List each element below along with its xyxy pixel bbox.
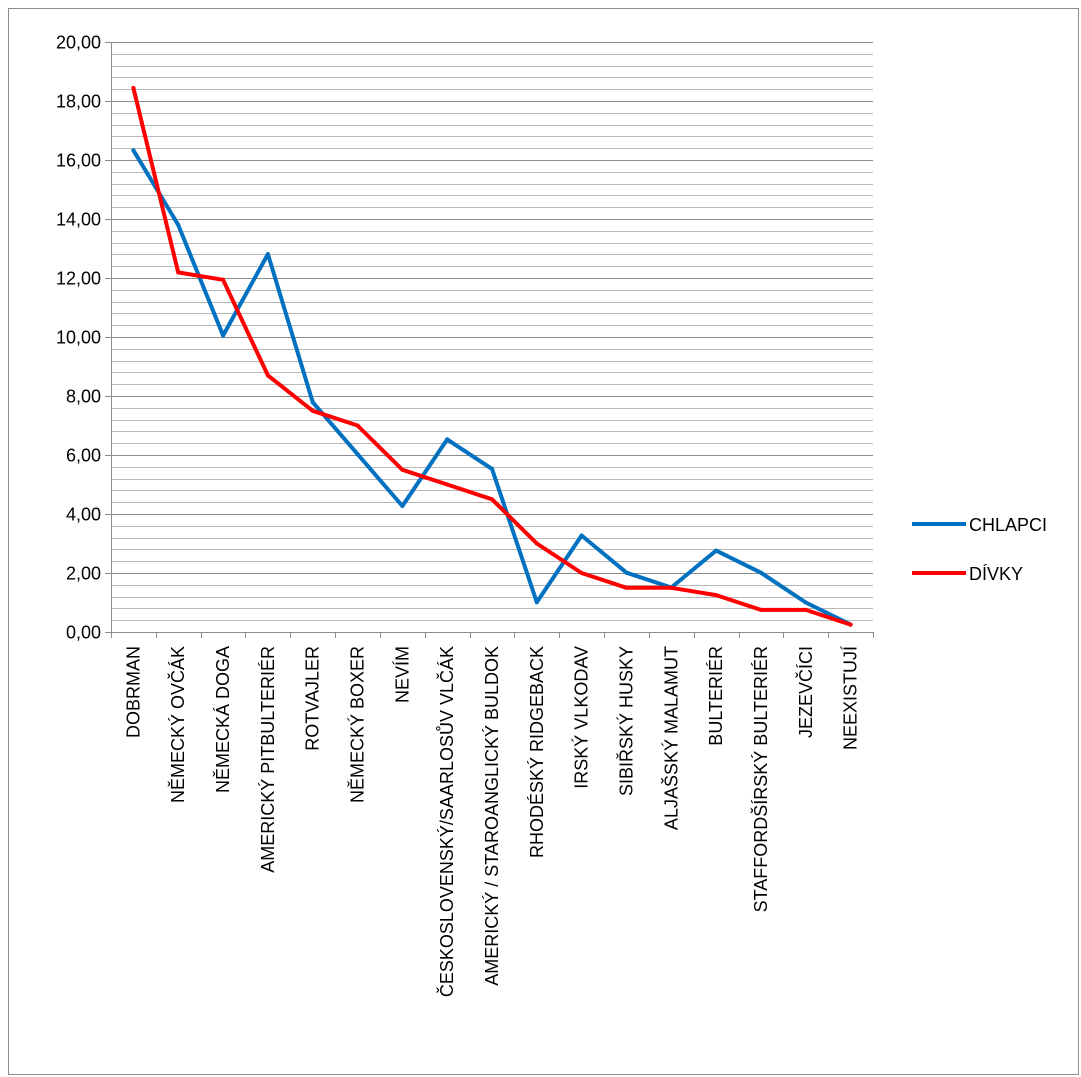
- series-1-point: [579, 533, 584, 538]
- series-1-point: [758, 570, 763, 575]
- y-tick-label: 8,00: [66, 387, 101, 407]
- y-tick-label: 14,00: [56, 210, 101, 230]
- y-tick-label: 2,00: [66, 564, 101, 584]
- series-1-point: [265, 252, 270, 257]
- series-1-point: [355, 452, 360, 457]
- series-2-point: [355, 423, 360, 428]
- legend-label-2: DÍVKY: [969, 564, 1023, 584]
- series-1-point: [131, 148, 136, 153]
- series-1-point: [490, 466, 494, 471]
- series-2-point: [758, 607, 763, 612]
- x-category-label: RHODÉSKÝ RIDGEBACK: [527, 646, 547, 858]
- series-2-point: [714, 593, 719, 598]
- x-category-label: ROTVAJLER: [303, 646, 323, 751]
- x-category-label: IRSKÝ VLKODAV: [572, 646, 592, 789]
- x-category-label: STAFFORDŠÍRSKÝ BULTERIÉR: [750, 646, 771, 912]
- series-1-point: [445, 437, 450, 442]
- x-category-label: NĚMECKÁ DOGA: [213, 646, 233, 793]
- series-line-1: [131, 148, 853, 627]
- series-2-point: [176, 270, 181, 275]
- y-tick-label: 18,00: [56, 92, 101, 112]
- series-2-point: [445, 482, 450, 487]
- series-2-point: [310, 408, 315, 413]
- x-category-label: BULTERIÉR: [706, 646, 726, 746]
- series-2-point: [265, 373, 270, 378]
- series-1-point: [714, 548, 719, 553]
- x-category-label: JEZEVČÍCI: [795, 646, 816, 738]
- x-category-label: DOBRMAN: [123, 646, 143, 738]
- chart-frame: [8, 8, 1079, 1075]
- x-category-label: NĚMECKÝ OVČÁK: [167, 646, 188, 803]
- y-tick-label: 0,00: [66, 623, 101, 643]
- series-2-point: [534, 541, 539, 546]
- series-1-point: [624, 570, 629, 575]
- x-category-label: SIBIŘSKÝ HUSKY: [616, 646, 636, 796]
- series-2-point: [490, 497, 494, 502]
- y-tick-label: 12,00: [56, 269, 101, 289]
- y-tick-label: 20,00: [56, 33, 101, 53]
- series-1-point: [310, 400, 315, 405]
- series-2-point: [624, 585, 629, 590]
- x-category-label: NEVÍM: [392, 646, 412, 703]
- x-category-label: AMERICKÝ PITBULTERIÉR: [258, 646, 278, 873]
- y-tick-label: 6,00: [66, 446, 101, 466]
- series-2-point: [848, 622, 853, 627]
- series-2-point: [221, 277, 226, 282]
- x-category-label: ČESKOSLOVENSKÝ/SAARLOSŮV VLČÁK: [436, 646, 457, 997]
- series-line-2: [131, 86, 853, 627]
- series-1-point: [534, 600, 539, 605]
- y-tick-label: 10,00: [56, 328, 101, 348]
- series-1-point: [400, 504, 405, 508]
- x-category-label: AMERICKÝ / STAROANGLICKÝ BULDOK: [482, 646, 502, 986]
- x-category-label: NĚMECKÝ BOXER: [348, 646, 368, 803]
- series-2-point: [803, 607, 808, 612]
- series-1-point: [803, 600, 808, 605]
- y-tick-label: 4,00: [66, 505, 101, 525]
- y-tick-label: 16,00: [56, 151, 101, 171]
- x-category-label: ALJAŠSKÝ MALAMUT: [660, 646, 681, 830]
- series-2-point: [131, 86, 136, 90]
- series-1-point: [221, 333, 226, 338]
- series-2-point: [400, 467, 405, 472]
- series-2-point: [669, 585, 674, 590]
- series-1-point: [176, 222, 181, 227]
- series-2-point: [579, 571, 584, 575]
- legend-label-1: CHLAPCI: [969, 515, 1047, 535]
- x-category-label: NEEXISTUJÍ: [841, 646, 861, 750]
